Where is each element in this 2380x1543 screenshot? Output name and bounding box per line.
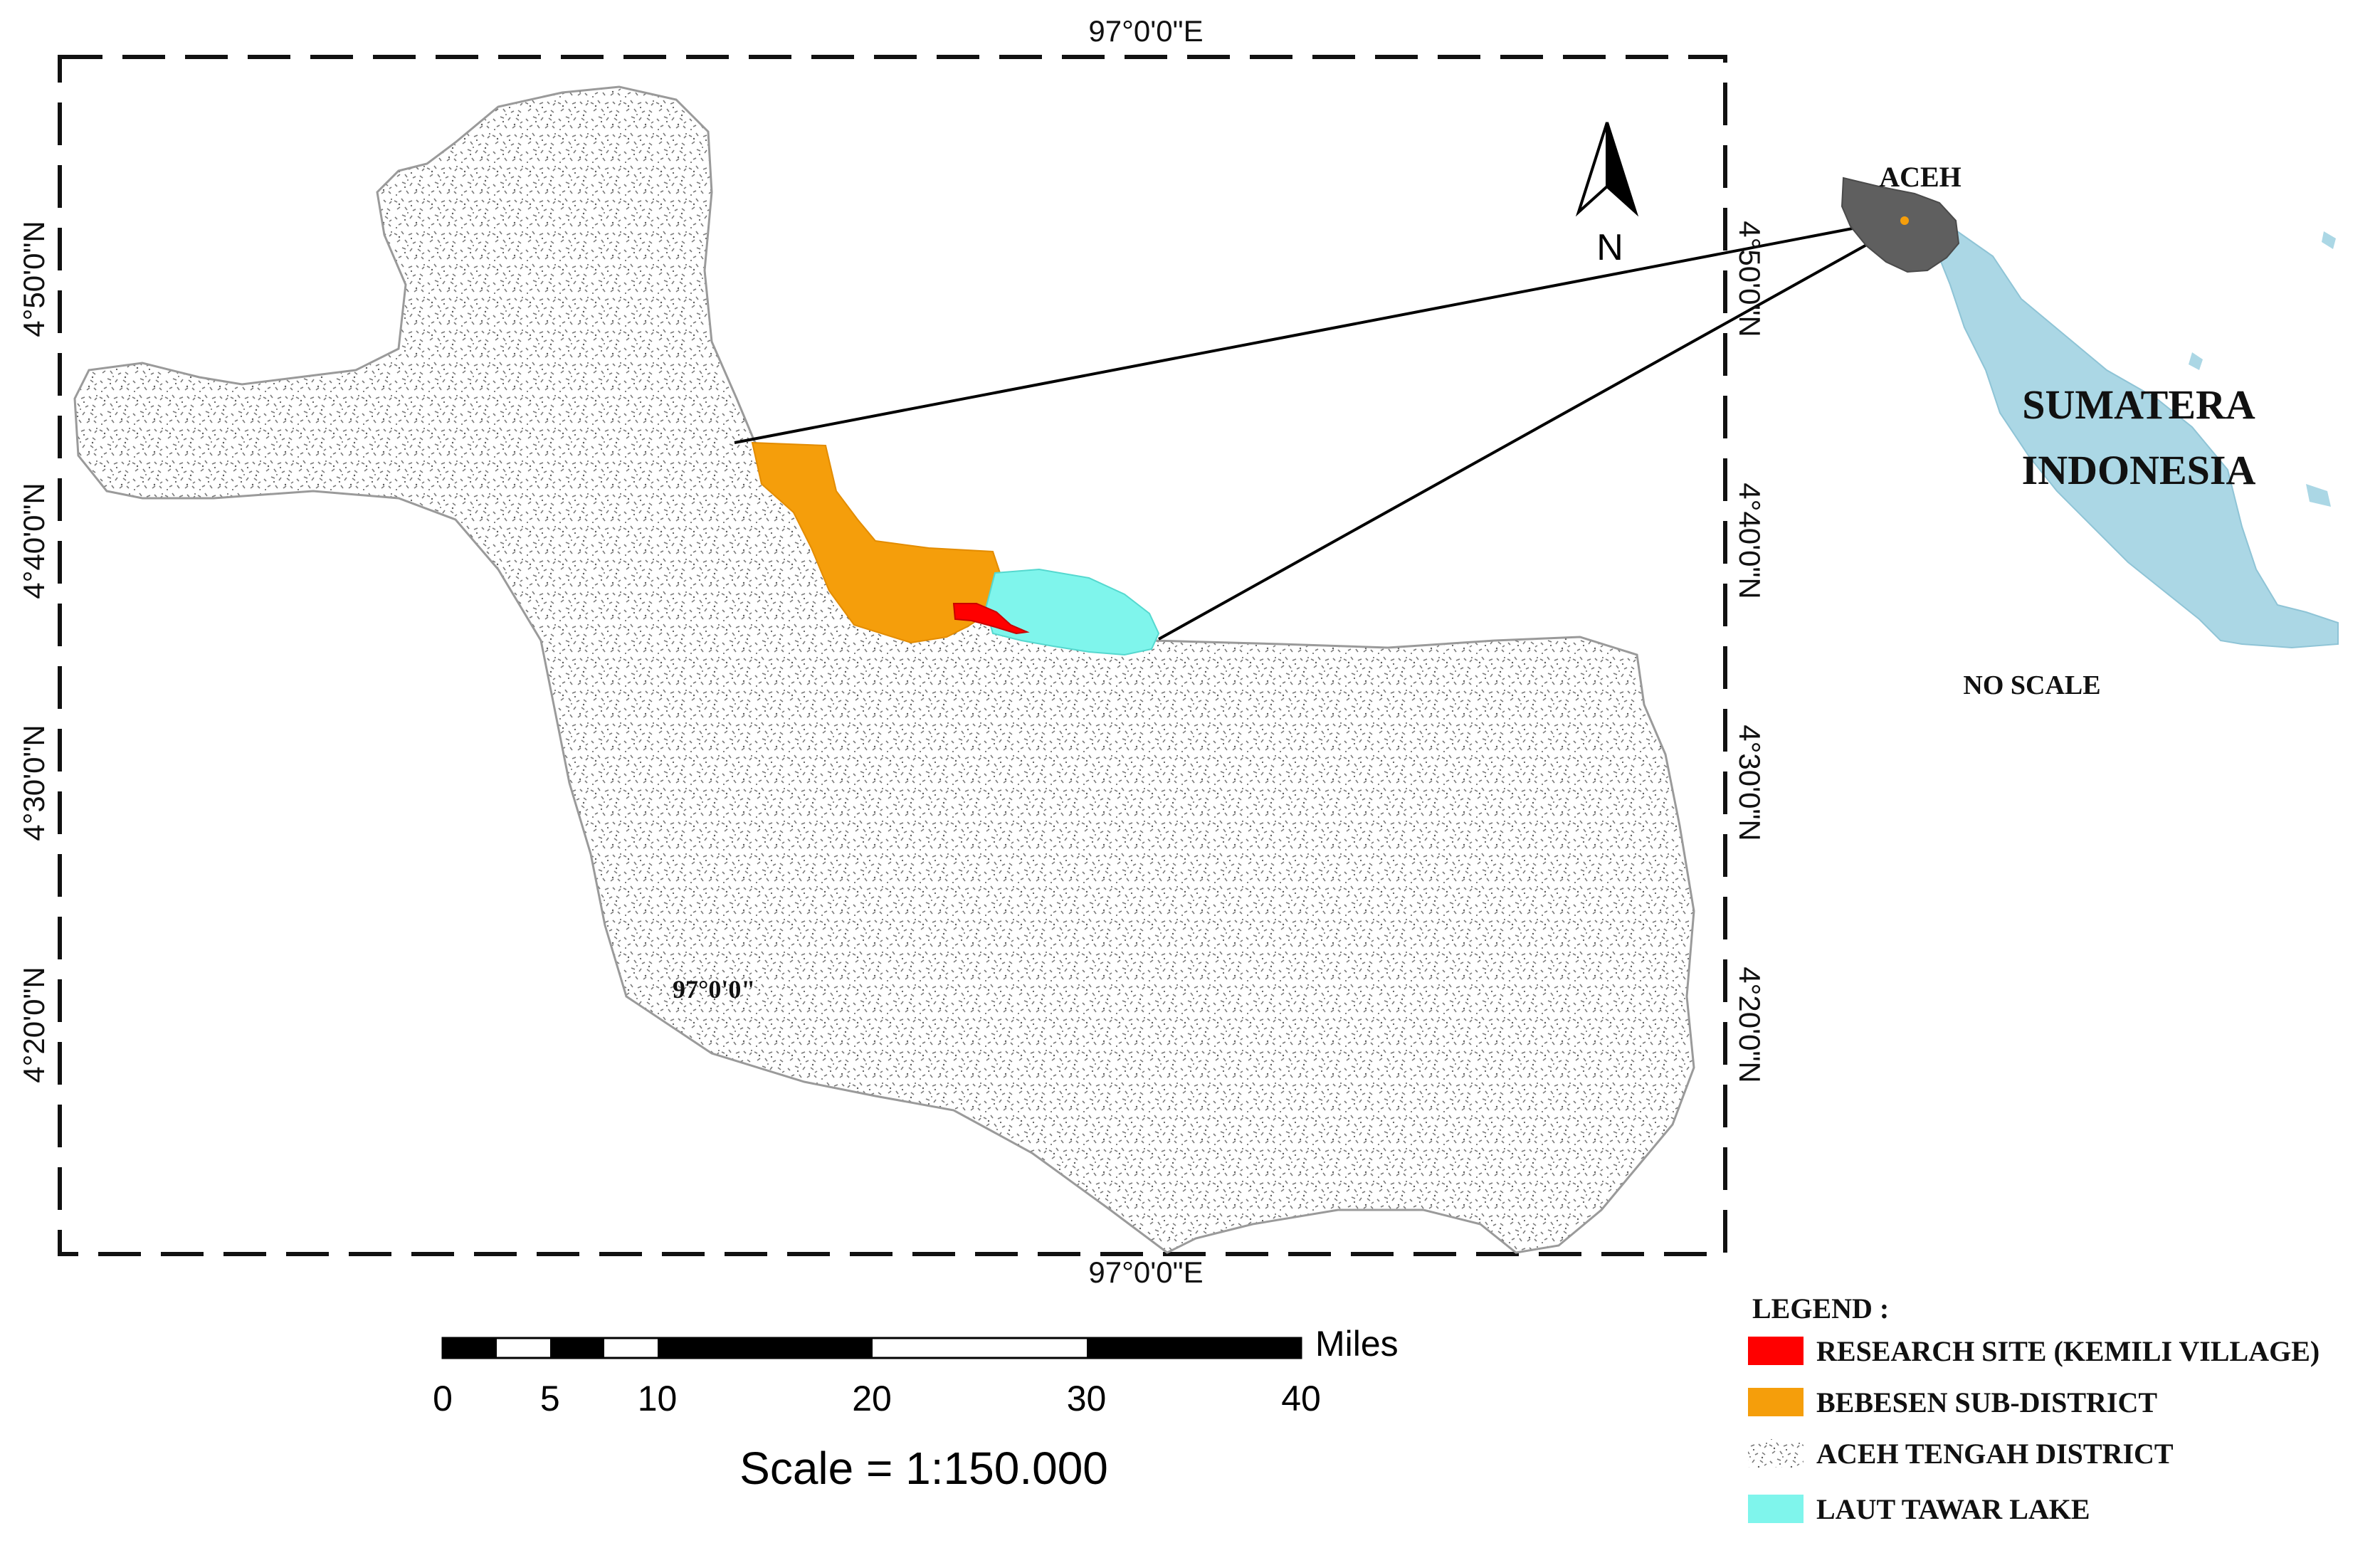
left-lat-label-1: 4°50'0"N [17, 221, 51, 337]
top-longitude-label: 97°0'0"E [1088, 14, 1203, 48]
inner-longitude-label: 97°0'0" [673, 975, 755, 1004]
north-arrow-icon: N [1575, 122, 1639, 268]
scale-tick-label: 10 [638, 1379, 678, 1418]
aceh-tengah-district-area [73, 85, 1695, 1254]
right-lat-label-3: 4°30'0"N [1733, 725, 1766, 841]
scale-bar-unit-label: Miles [1315, 1324, 1399, 1364]
scale-bar: Miles 0 5 10 20 30 40 Scale = 1:150.000 [433, 1324, 1399, 1494]
left-lat-label-4: 4°20'0"N [17, 967, 51, 1083]
inset-island-label: SUMATERA [2022, 381, 2255, 428]
inset-scale-note: NO SCALE [1963, 670, 2100, 700]
legend-swatch-laut-tawar [1748, 1495, 1804, 1523]
legend-label-aceh-tengah: ACEH TENGAH DISTRICT [1816, 1438, 2174, 1470]
legend-title: LEGEND : [1752, 1292, 1889, 1325]
scale-tick-label: 20 [852, 1379, 892, 1418]
inset-country-label: INDONESIA [2022, 447, 2256, 493]
scale-bar-segment [443, 1338, 497, 1358]
north-arrow-label: N [1596, 227, 1623, 268]
left-lat-label-3: 4°30'0"N [17, 725, 51, 841]
bottom-longitude-label: 97°0'0"E [1088, 1255, 1203, 1289]
sumatera-island [1934, 225, 2339, 649]
legend-label-laut-tawar: LAUT TAWAR LAKE [1816, 1493, 2090, 1525]
map-frame [58, 55, 1727, 1256]
legend-swatch-research-site [1748, 1337, 1804, 1365]
right-lat-label-1: 4°50'0"N [1733, 221, 1766, 337]
legend-label-bebesen: BEBESEN SUB-DISTRICT [1816, 1386, 2157, 1418]
scale-bar-segment [550, 1338, 604, 1358]
legend: LEGEND : RESEARCH SITE (KEMILI VILLAGE) … [1748, 1292, 2320, 1525]
small-island-3 [2189, 352, 2203, 370]
aceh-province [1841, 177, 1960, 273]
right-lat-label-4: 4°20'0"N [1733, 967, 1766, 1083]
inset-province-label: ACEH [1879, 161, 1962, 193]
small-island-2 [2322, 231, 2336, 249]
scale-tick-label: 30 [1067, 1379, 1107, 1418]
scale-ratio-text: Scale = 1:150.000 [739, 1443, 1108, 1494]
scale-tick-label: 40 [1281, 1379, 1321, 1418]
scale-bar-segment [658, 1338, 873, 1358]
inset-map: ACEH SUMATERA INDONESIA NO SCALE [1841, 161, 2339, 700]
right-lat-label-2: 4°40'0"N [1733, 483, 1766, 599]
connector-line-lower [1158, 221, 1908, 641]
small-island-1 [2306, 484, 2331, 507]
legend-label-research-site: RESEARCH SITE (KEMILI VILLAGE) [1816, 1335, 2320, 1367]
scale-bar-segment [1087, 1338, 1301, 1358]
scale-tick-label: 5 [540, 1379, 560, 1418]
connector-line-upper [734, 217, 1905, 444]
laut-tawar-lake-area [984, 568, 1160, 656]
legend-swatch-aceh-tengah [1748, 1439, 1804, 1468]
scale-bar-ticks: 0 5 10 20 30 40 [433, 1379, 1321, 1418]
right-latitude-labels: 4°50'0"N 4°40'0"N 4°30'0"N 4°20'0"N [1733, 221, 1766, 1083]
research-site-area [952, 603, 1030, 635]
left-lat-label-2: 4°40'0"N [17, 483, 51, 599]
left-latitude-labels: 4°50'0"N 4°40'0"N 4°30'0"N 4°20'0"N [17, 221, 51, 1083]
legend-swatch-bebesen [1748, 1388, 1804, 1416]
inset-site-marker [1900, 216, 1909, 225]
scale-tick-label: 0 [433, 1379, 453, 1418]
